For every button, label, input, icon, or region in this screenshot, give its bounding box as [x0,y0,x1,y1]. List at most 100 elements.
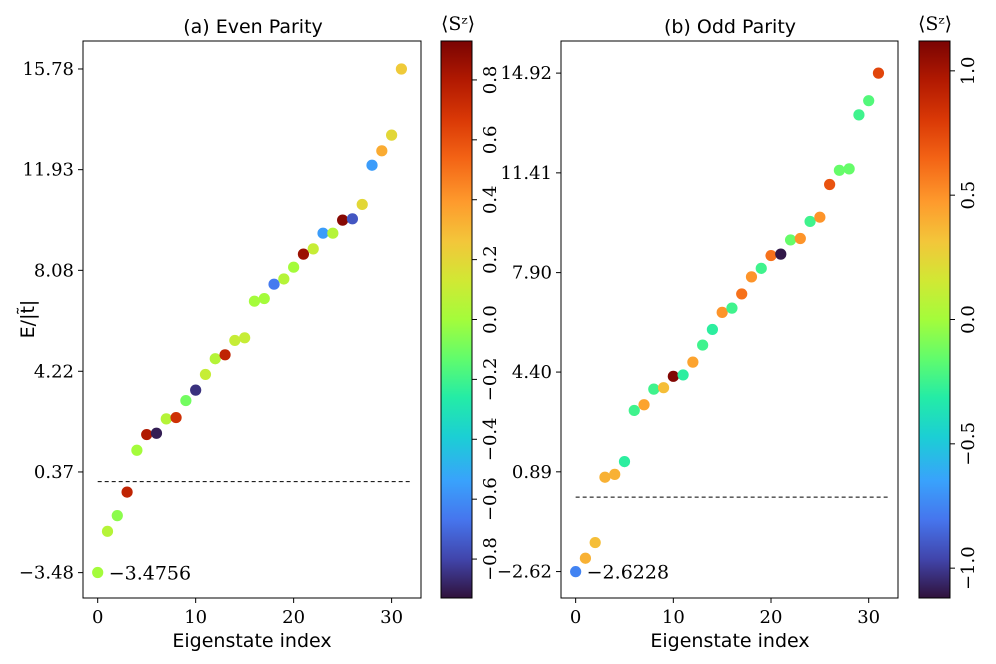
data-point [92,566,104,579]
data-point [307,243,319,255]
colorbar-tick-label: 0.0 [480,305,501,334]
colorbar-tick-label: 0.6 [480,126,501,155]
data-point [745,271,758,283]
data-point [814,211,826,223]
data-point [853,109,865,121]
colorbar-tick-label: 0.8 [480,66,501,95]
data-point [190,384,202,396]
data-point [804,215,816,228]
data-point [160,413,172,425]
colorbar-tick-label: −1.0 [958,546,979,590]
y-tick-label: −2.62 [497,562,552,583]
data-point [706,323,719,336]
colorbar [918,40,951,599]
data-point [131,444,143,456]
data-point [170,411,182,424]
y-axis-ticks: −3.48 0.37 4.22 8.08 11.93 15.78 [19,59,83,584]
ground-state-annotation: −3.4756 [109,563,191,585]
y-tick-label: 8.08 [34,260,74,281]
data-point [376,145,388,157]
data-point [121,486,133,498]
data-point [337,214,349,226]
data-point [609,468,621,480]
colorbar-tick-label: −0.5 [958,422,979,466]
colorbar-tick-label: −0.4 [480,417,501,461]
data-point [726,302,738,314]
colorbar-tick-label: −0.8 [480,537,501,581]
panel-odd-parity: (b) Odd Parity −2.62 0.89 4.40 7.90 11.41 14.… [497,13,979,652]
y-tick-label: 0.37 [34,462,74,483]
data-point [599,471,611,483]
y-tick-label: 4.40 [512,362,552,383]
data-point [687,356,699,368]
x-tick-label: 20 [760,607,783,628]
data-point [667,370,679,382]
y-tick-label: 0.89 [512,462,552,483]
data-point [386,129,398,141]
plot-frame [560,40,899,599]
data-point [697,339,709,351]
data-point [268,278,280,290]
x-tick-label: 20 [282,607,305,628]
data-point [395,63,408,75]
data-point [736,288,748,300]
x-tick-label: 0 [92,607,103,628]
colorbar-tick-label: 0.5 [958,181,979,210]
y-axis-ticks: −2.62 0.89 4.40 7.90 11.41 14.92 [497,63,561,583]
panel-even-parity: (a) Even Parity −3.48 0.37 4.22 8.08 11.93 15… [17,13,501,652]
data-point [239,332,251,344]
y-tick-label: 15.78 [22,59,74,80]
y-axis-label: E/|t̃| [17,300,39,339]
data-point [570,566,582,578]
x-tick-label: 0 [570,607,581,628]
data-point [579,552,592,564]
y-tick-label: 11.93 [22,160,74,181]
colorbar-tick-label: 0.2 [480,245,501,274]
colorbar-ticks: −1.0 −0.5 0.0 0.5 1.0 [950,57,979,590]
x-tick-label: 10 [184,607,207,628]
data-point [872,67,885,79]
data-point [141,428,153,441]
colorbar-label: ⟨Sᶻ⟩ [441,13,475,35]
ground-state-annotation: −2.6228 [587,562,669,584]
data-point [229,334,241,347]
colorbar-ticks: −0.8 −0.6 −0.4 −0.2 0.0 0.2 0.4 0.6 0.8 [472,66,501,581]
x-axis-label: Eigenstate index [172,630,331,652]
data-point [317,227,329,239]
data-point [327,227,339,239]
data-point [589,536,601,549]
colorbar-tick-label: 0.4 [480,185,501,214]
data-point [297,248,310,260]
data-points [92,63,408,579]
data-point [199,368,212,381]
data-point [628,404,640,417]
y-tick-label: 11.41 [500,163,552,184]
x-axis-ticks: 0 10 20 30 [570,598,880,628]
data-point [863,95,875,107]
data-point [638,399,650,411]
y-tick-label: 4.22 [34,361,74,382]
data-point [755,262,767,274]
y-tick-label: 7.90 [512,263,552,284]
data-point [111,510,123,522]
data-point [833,164,845,176]
data-point [219,349,231,361]
data-point [150,427,163,439]
data-point [657,382,670,394]
colorbar [440,40,473,599]
x-tick-label: 30 [380,607,403,628]
data-point [248,295,261,307]
plot-frame [82,40,422,599]
chart-title: (a) Even Parity [183,16,323,38]
x-tick-label: 10 [662,607,685,628]
data-point [775,248,787,260]
data-point [288,261,300,273]
data-point [648,383,660,395]
data-point [180,394,192,407]
colorbar-label: ⟨Sᶻ⟩ [918,13,952,35]
data-point [101,525,114,537]
colorbar-tick-label: −0.6 [480,477,501,521]
data-point [716,306,728,318]
data-points [570,67,885,578]
